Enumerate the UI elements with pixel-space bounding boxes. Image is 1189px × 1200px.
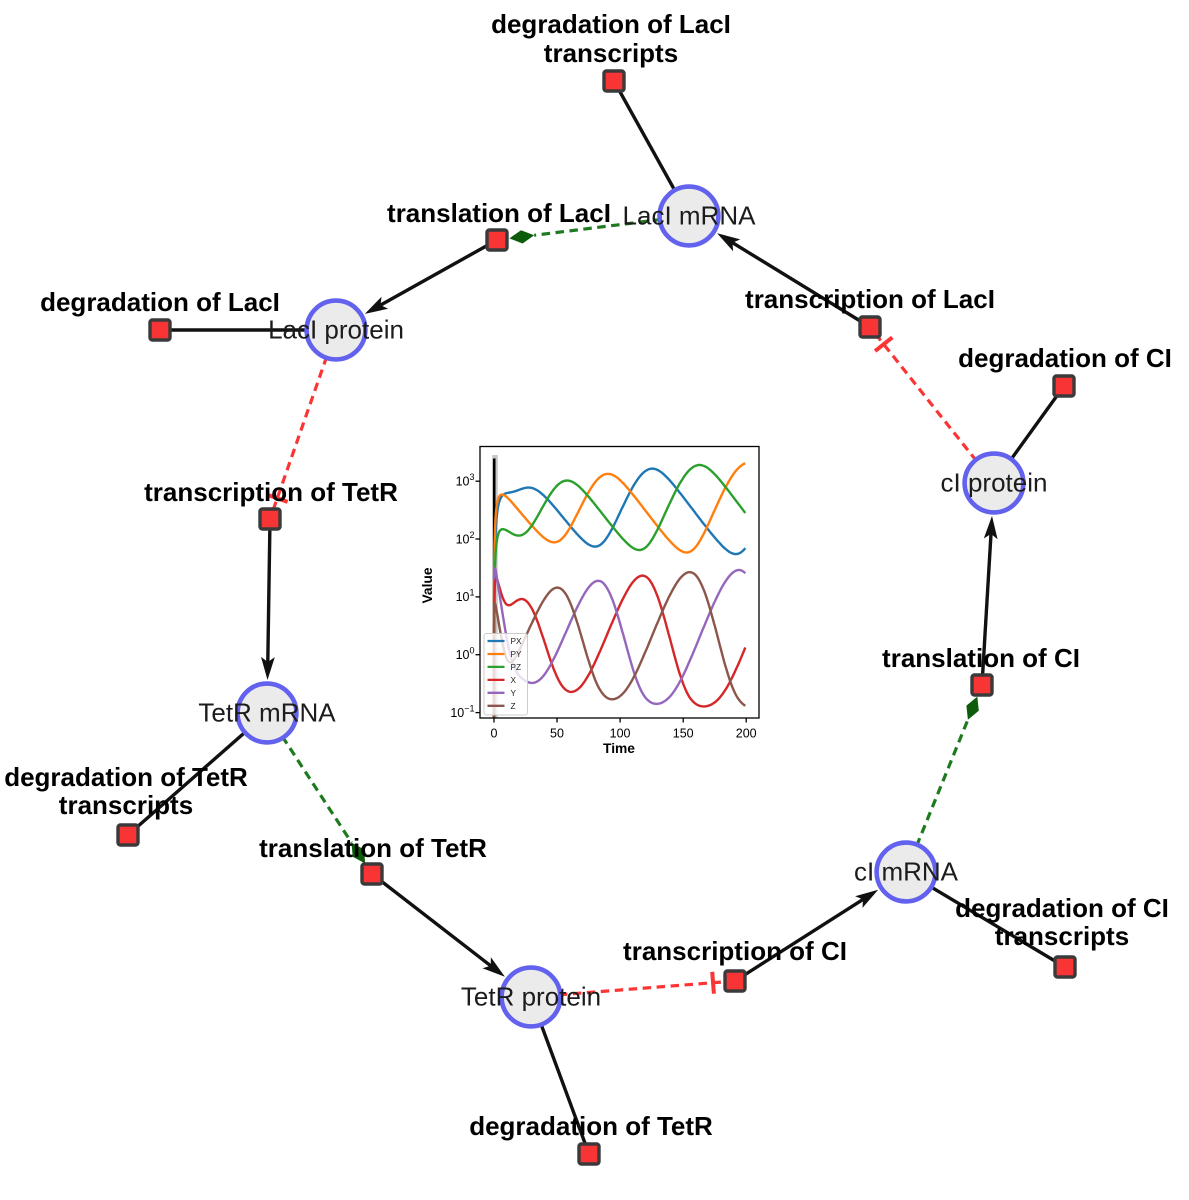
svg-text:degradation of CI: degradation of CI: [958, 343, 1172, 373]
svg-text:translation of TetR: translation of TetR: [259, 833, 487, 863]
svg-text:PX: PX: [511, 636, 523, 646]
svg-text:translation of CI: translation of CI: [882, 643, 1080, 673]
svg-text:PY: PY: [511, 649, 523, 659]
svg-text:Y: Y: [511, 688, 517, 698]
svg-text:PZ: PZ: [511, 662, 522, 672]
svg-text:50: 50: [550, 726, 564, 740]
svg-text:degradation of LacI: degradation of LacI: [491, 9, 731, 39]
svg-text:150: 150: [673, 726, 694, 740]
svg-text:200: 200: [736, 726, 757, 740]
svg-text:Value: Value: [420, 567, 435, 603]
svg-text:translation of LacI: translation of LacI: [387, 198, 611, 228]
svg-text:0: 0: [491, 726, 498, 740]
svg-text:cI mRNA: cI mRNA: [854, 857, 959, 887]
svg-text:transcription of LacI: transcription of LacI: [745, 284, 995, 314]
svg-text:transcripts: transcripts: [544, 38, 678, 68]
svg-text:TetR mRNA: TetR mRNA: [198, 698, 336, 728]
svg-text:degradation of CI: degradation of CI: [955, 893, 1169, 923]
svg-text:TetR protein: TetR protein: [461, 982, 601, 1012]
svg-text:cI protein: cI protein: [941, 468, 1048, 498]
svg-text:transcripts: transcripts: [995, 921, 1129, 951]
svg-text:degradation of LacI: degradation of LacI: [40, 287, 280, 317]
svg-text:degradation of TetR: degradation of TetR: [4, 762, 248, 792]
svg-text:Time: Time: [603, 741, 635, 756]
svg-text:100: 100: [610, 726, 631, 740]
svg-text:degradation of TetR: degradation of TetR: [469, 1111, 713, 1141]
svg-text:Z: Z: [511, 701, 516, 711]
svg-text:transcription of CI: transcription of CI: [623, 936, 847, 966]
svg-text:LacI protein: LacI protein: [268, 315, 404, 345]
svg-text:transcription of TetR: transcription of TetR: [144, 477, 398, 507]
svg-text:transcripts: transcripts: [59, 790, 193, 820]
svg-text:X: X: [511, 675, 517, 685]
svg-text:LacI mRNA: LacI mRNA: [623, 201, 757, 231]
